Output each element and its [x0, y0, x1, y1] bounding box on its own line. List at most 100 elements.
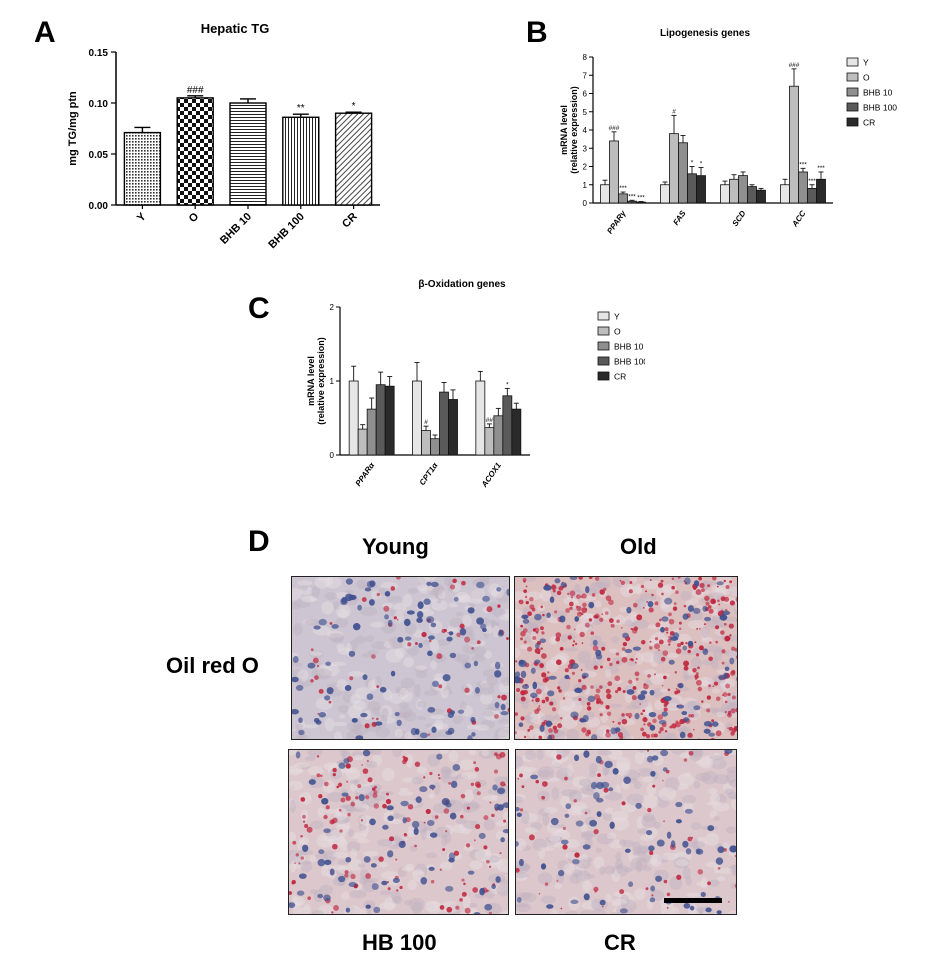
- histology-lipid-droplet: [655, 622, 661, 628]
- histology-nucleus: [318, 849, 325, 855]
- histology-lipid-droplet: [697, 738, 701, 739]
- histology-texture: [289, 785, 296, 790]
- histology-lipid-droplet: [316, 664, 320, 668]
- histology-texture: [348, 807, 367, 813]
- histology-nucleus: [687, 640, 694, 647]
- histology-texture: [408, 897, 425, 912]
- histology-lipid-droplet: [519, 808, 524, 812]
- histology-texture: [341, 817, 349, 824]
- histology-nucleus: [427, 650, 433, 657]
- histology-lipid-droplet: [715, 696, 721, 702]
- histology-texture: [458, 594, 472, 603]
- histology-lipid-droplet: [683, 660, 690, 667]
- histology-lipid-droplet: [366, 759, 369, 763]
- histology-texture: [349, 694, 362, 704]
- histology-texture: [724, 616, 737, 622]
- histology-lipid-droplet: [666, 631, 669, 634]
- histology-lipid-droplet: [437, 773, 440, 777]
- histology-lipid-droplet: [667, 688, 671, 692]
- histology-lipid-droplet: [595, 688, 601, 694]
- histology-lipid-droplet: [631, 695, 637, 701]
- histology-lipid-droplet: [541, 631, 545, 635]
- histology-texture: [350, 798, 369, 808]
- histology-texture: [401, 866, 413, 872]
- histology-texture: [454, 592, 470, 603]
- histology-lipid-droplet: [460, 814, 464, 819]
- histology-texture: [572, 802, 588, 815]
- histology-texture: [516, 864, 532, 870]
- histology-nucleus: [515, 676, 519, 682]
- histology-texture: [455, 818, 468, 825]
- histology-texture: [483, 819, 496, 831]
- histology-lipid-droplet: [540, 653, 547, 659]
- histology-nucleus: [595, 653, 603, 660]
- histology-image-cr: [515, 749, 737, 915]
- histology-lipid-droplet: [728, 623, 734, 629]
- histology-lipid-droplet: [298, 862, 301, 865]
- histology-texture: [333, 601, 340, 610]
- histology-lipid-droplet: [414, 844, 417, 848]
- histology-texture: [292, 602, 301, 610]
- histology-texture: [294, 762, 310, 768]
- histology-texture: [729, 649, 737, 659]
- histology-lipid-droplet: [667, 638, 672, 643]
- histology-lipid-droplet: [651, 894, 654, 897]
- histology-texture: [488, 583, 502, 597]
- histology-texture: [467, 639, 486, 648]
- scale-bar: [664, 898, 722, 903]
- histology-texture: [518, 621, 537, 634]
- histology-lipid-droplet: [538, 735, 543, 739]
- histology-texture: [370, 750, 382, 756]
- histology-texture: [726, 770, 736, 784]
- histology-nucleus: [634, 712, 640, 720]
- histology-texture: [712, 802, 730, 812]
- histology-lipid-droplet: [649, 640, 652, 643]
- histology-nucleus: [482, 595, 490, 602]
- histology-texture: [350, 848, 358, 860]
- histology-nucleus: [500, 837, 505, 843]
- chart-c-significance: *: [506, 381, 509, 388]
- histology-texture: [295, 662, 303, 667]
- histology-nucleus: [474, 687, 480, 694]
- chart-a-ytick-label: 0.05: [89, 150, 109, 161]
- histology-nucleus: [355, 735, 364, 739]
- histology-lipid-droplet: [486, 606, 493, 613]
- histology-nucleus: [696, 848, 704, 855]
- histology-nucleus: [548, 675, 557, 680]
- histology-texture: [452, 715, 463, 725]
- histology-nucleus: [427, 706, 436, 713]
- histology-texture: [481, 750, 490, 757]
- histology-texture: [498, 682, 509, 694]
- histology-texture: [365, 760, 378, 769]
- histology-lipid-droplet: [439, 905, 445, 910]
- histology-lipid-droplet: [493, 769, 499, 774]
- histology-lipid-droplet: [664, 729, 668, 733]
- histology-texture: [379, 890, 393, 896]
- histology-texture: [675, 633, 692, 645]
- histology-texture: [413, 683, 421, 698]
- histology-lipid-droplet: [535, 697, 540, 703]
- histology-nucleus: [387, 619, 393, 627]
- histology-lipid-droplet: [610, 739, 612, 740]
- histology-texture: [641, 815, 657, 828]
- histology-lipid-droplet: [396, 618, 399, 621]
- histology-texture: [422, 639, 430, 646]
- histology-nucleus: [656, 839, 665, 847]
- histology-nucleus: [453, 596, 459, 602]
- histology-nucleus: [492, 784, 498, 791]
- chart-b-bar: [696, 175, 706, 204]
- chart-b-category-label: ACC: [790, 209, 808, 229]
- histology-nucleus: [649, 897, 656, 903]
- histology-texture: [643, 579, 661, 590]
- histology-nucleus: [348, 594, 357, 600]
- chart-c-bar: [448, 399, 458, 456]
- histology-nucleus: [495, 876, 501, 883]
- histology-texture: [605, 893, 613, 903]
- histology-lipid-droplet: [649, 850, 654, 855]
- histology-lipid-droplet: [622, 690, 626, 693]
- histology-texture: [317, 577, 331, 582]
- histology-nucleus: [308, 779, 316, 785]
- chart-b-category-label: FAS: [671, 208, 688, 226]
- histology-lipid-droplet: [517, 777, 520, 780]
- histology-lipid-droplet: [581, 727, 587, 733]
